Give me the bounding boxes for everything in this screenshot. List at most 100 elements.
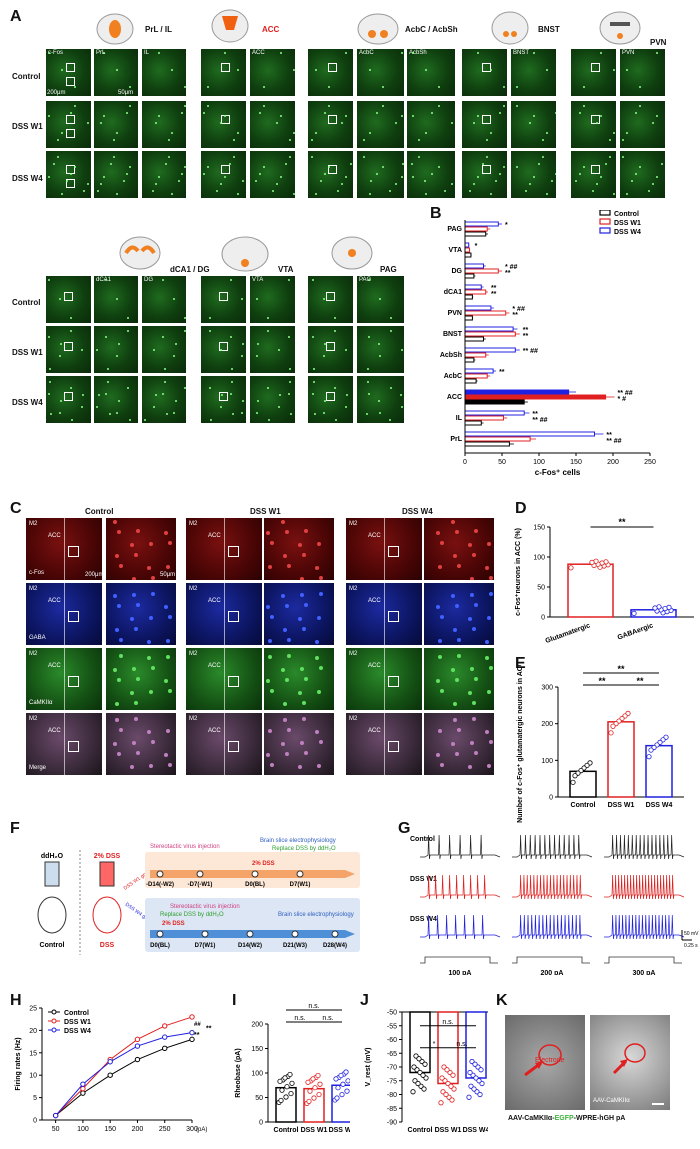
data-point — [410, 1089, 416, 1095]
cell-dot — [70, 387, 72, 389]
cell-dot — [300, 577, 304, 580]
cell-dot — [631, 180, 633, 182]
significance-mark: ** — [636, 676, 644, 686]
dss-bottle — [99, 861, 115, 887]
cell-dot — [489, 666, 493, 670]
cell-dot — [97, 190, 99, 192]
cell-dot — [132, 577, 136, 580]
cell-dot — [96, 349, 98, 351]
data-point — [572, 773, 578, 779]
bar — [464, 331, 516, 337]
cell-dot — [369, 193, 371, 195]
cell-dot — [149, 690, 153, 694]
y-tick-label: 150 — [251, 1046, 263, 1053]
cell-dot — [155, 394, 157, 396]
cell-dot — [168, 156, 170, 158]
cell-dot — [438, 166, 440, 168]
cell-dot — [184, 387, 186, 389]
cell-dot — [241, 412, 243, 414]
cell-dot — [164, 368, 166, 370]
cell-dot — [184, 330, 186, 332]
cell-dot — [50, 413, 52, 415]
row-label-dss-w1-bottom: DSS W1 — [12, 348, 43, 357]
cell-dot — [455, 530, 459, 534]
cell-dot — [304, 603, 308, 607]
cell-dot — [119, 728, 123, 732]
cell-dot — [115, 554, 119, 558]
bar — [464, 231, 487, 237]
trace-row-label: DSS W4 — [410, 916, 437, 923]
cell-dot — [378, 343, 380, 345]
cell-dot — [115, 628, 119, 632]
data-point — [466, 1094, 472, 1100]
cell-dot — [626, 132, 628, 134]
cell-dot — [395, 183, 397, 185]
significance-mark: ** — [512, 312, 518, 319]
cell-dot — [474, 529, 478, 533]
cell-dot — [100, 122, 102, 124]
data-point — [471, 1086, 477, 1092]
roi-box — [68, 676, 79, 687]
timeline-tick: D7(W1) — [290, 882, 311, 888]
cell-dot — [168, 541, 172, 545]
cell-dot — [268, 565, 272, 569]
cell-dot — [298, 691, 302, 695]
cell-dot — [57, 156, 59, 158]
micrograph-tile: M2 ACC — [185, 582, 263, 646]
cell-dot — [267, 317, 269, 319]
bar — [464, 410, 525, 416]
cell-dot — [440, 615, 444, 619]
micrograph-tile — [249, 375, 296, 424]
cell-dot — [288, 393, 290, 395]
cell-dot — [639, 86, 641, 88]
micrograph-tile — [406, 150, 456, 199]
legend-marker — [51, 1009, 57, 1015]
data-point — [420, 1072, 426, 1078]
region-label-m2: M2 — [189, 521, 198, 527]
cell-dot — [129, 86, 131, 88]
micrograph-tile — [510, 100, 557, 149]
roi-box — [64, 292, 73, 301]
category-label: ACC — [447, 394, 462, 401]
row-label-dss-w1: DSS W1 — [12, 122, 43, 131]
region-label-acc: ACC — [48, 663, 61, 669]
scale-label-200: 200μm — [85, 572, 104, 578]
cell-dot — [656, 52, 658, 54]
category-label: PrL — [450, 436, 462, 443]
micrograph-tile: AcbSh — [406, 48, 456, 97]
x-unit-label: (pA) — [196, 1127, 207, 1133]
cell-dot — [369, 132, 371, 134]
bar — [464, 336, 484, 342]
cell-dot — [87, 183, 89, 185]
significance-mark: ** — [598, 676, 606, 686]
cell-dot — [389, 419, 391, 421]
current-step — [604, 956, 682, 964]
brain-schematic-prl-il — [95, 12, 135, 46]
data-point — [444, 1067, 450, 1073]
cell-dot — [489, 592, 493, 596]
cell-dot — [390, 317, 392, 319]
voltage-trace — [420, 874, 501, 900]
micrograph-tile — [423, 582, 495, 646]
cell-dot — [224, 115, 226, 117]
roi-box — [328, 165, 337, 174]
micrograph-tile — [200, 100, 247, 149]
bottom-timeline-bg — [145, 898, 360, 952]
roi-box — [228, 546, 239, 557]
category-label: dCA1 — [444, 289, 462, 296]
data-point — [306, 1098, 312, 1105]
cell-dot — [116, 298, 118, 300]
cell-dot — [302, 717, 306, 721]
y-tick-label: 50 — [255, 1095, 263, 1102]
x-tick-label: 100 — [77, 1126, 89, 1133]
data-point — [646, 754, 652, 760]
cell-dot — [48, 176, 50, 178]
timeline-node — [291, 930, 299, 938]
cell-dot — [453, 554, 457, 558]
significance-mark: ## — [194, 1022, 201, 1028]
region-label-acc: ACC — [368, 533, 381, 539]
col-label-dss-w4: DSS W4 — [402, 507, 433, 516]
current-label: 100 pA — [449, 970, 472, 975]
cell-dot — [345, 176, 347, 178]
cell-dot — [486, 139, 488, 141]
